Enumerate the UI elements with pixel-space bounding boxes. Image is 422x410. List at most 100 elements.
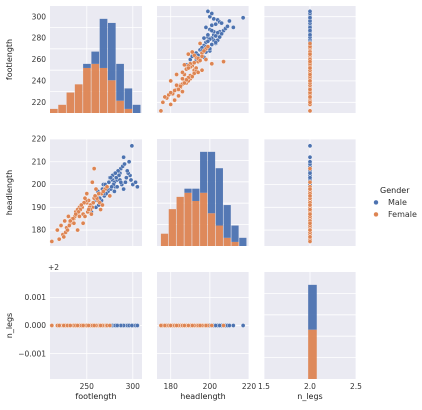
scatter-point-female <box>307 227 313 233</box>
scatter-point-female <box>174 82 179 88</box>
hist-bar-footlength-female <box>50 108 58 113</box>
scatter-point-female <box>307 220 313 226</box>
scatter-point-female <box>104 184 110 190</box>
x-tick-label-footlength: 300 <box>126 382 141 391</box>
hist-bar-headlength-male <box>223 205 231 238</box>
scatter-point-female <box>209 61 215 67</box>
scatter-point-female <box>307 186 313 192</box>
y-axis-label-headlength: headlength <box>5 170 14 215</box>
scatter-point-male <box>106 179 112 185</box>
scatter-point-male <box>225 24 230 29</box>
hist-bar-headlength-male <box>207 151 216 214</box>
scatter-point-male <box>205 39 211 44</box>
x-axis-label-footlength: footlength <box>75 392 116 401</box>
scatter-point-female <box>93 186 99 192</box>
scatter-point-female <box>182 80 187 86</box>
scatter-point-male <box>227 18 232 24</box>
scatter-point-female <box>55 227 60 233</box>
scatter-point-female <box>176 93 181 99</box>
scatter-point-male <box>307 28 313 33</box>
x-tick-label-footlength: 250 <box>80 382 95 391</box>
x-tick-label-headlength: 180 <box>164 382 179 391</box>
scatter-point-female <box>168 323 174 328</box>
scatter-point-female <box>180 70 185 75</box>
hist-bar-headlength-male <box>200 151 208 193</box>
scatter-point-female <box>197 41 203 46</box>
hist-bar-headlength-female <box>168 209 176 246</box>
y-tick-label-n_legs: 0.000 <box>25 321 47 330</box>
scatter-point-female <box>307 239 313 244</box>
scatter-point-male <box>124 175 129 181</box>
hist-bar-headlength-female <box>184 192 192 246</box>
hist-bar-footlength-male <box>83 63 91 68</box>
y-tick-label-headlength: 190 <box>32 203 47 212</box>
scatter-point-female <box>203 57 209 62</box>
scatter-point-female <box>80 220 86 226</box>
scatter-point-female <box>91 323 97 328</box>
scatter-point-female <box>174 323 179 328</box>
hist-bar-headlength-male <box>231 225 239 242</box>
scatter-point-female <box>180 76 185 82</box>
hist-bar-footlength-female <box>91 63 100 113</box>
scatter-point-female <box>182 62 187 68</box>
scatter-point-male <box>307 32 313 38</box>
scatter-point-female <box>86 207 91 212</box>
scatter-point-female <box>158 323 164 328</box>
scatter-point-male <box>209 22 215 28</box>
scatter-point-male <box>121 154 126 160</box>
scatter-point-male <box>307 170 313 176</box>
scatter-point-male <box>227 323 232 328</box>
scatter-point-female <box>96 191 102 196</box>
scatter-point-female <box>186 65 191 71</box>
scatter-point-male <box>209 42 215 47</box>
scatter-point-male <box>124 168 130 174</box>
scatter-point-female <box>101 189 106 194</box>
scatter-point-male <box>307 15 313 21</box>
x-axis-label-headlength: headlength <box>180 392 225 401</box>
hist-bar-footlength-female <box>116 100 124 113</box>
y-tick-label-headlength: 200 <box>32 180 47 189</box>
scatter-point-female <box>82 214 88 219</box>
scatter-point-male <box>126 159 132 165</box>
scatter-point-female <box>307 94 313 100</box>
scatter-point-female <box>78 202 84 208</box>
scatter-point-female <box>91 166 97 171</box>
scatter-point-female <box>199 53 205 59</box>
scatter-point-female <box>307 179 313 185</box>
scatter-point-male <box>114 323 120 328</box>
scatter-point-female <box>307 72 313 77</box>
scatter-point-female <box>162 94 168 100</box>
legend-label-male: Male <box>388 198 407 207</box>
x-tick-label-n_legs: 2.0 <box>304 382 316 391</box>
hist-bar-footlength-female <box>58 104 66 113</box>
scatter-point-female <box>160 100 166 105</box>
scatter-point-female <box>174 72 179 77</box>
scatter-point-female <box>61 234 67 240</box>
y-tick-label-footlength: 280 <box>32 34 47 43</box>
hist-bar-footlength-male <box>132 104 141 113</box>
scatter-point-male <box>307 154 313 160</box>
scatter-point-male <box>129 143 135 149</box>
scatter-point-male <box>113 175 119 181</box>
scatter-point-male <box>118 179 124 185</box>
scatter-point-female <box>84 191 90 196</box>
scatter-point-female <box>58 223 64 228</box>
x-tick-label-headlength: 220 <box>242 382 257 391</box>
scatter-point-female <box>82 195 88 201</box>
scatter-point-male <box>121 186 126 192</box>
hist-bar-footlength-female <box>74 84 83 113</box>
hist-bar-headlength-female <box>200 192 208 246</box>
scatter-point-male <box>240 323 246 328</box>
hist-bar-footlength-female <box>99 67 108 113</box>
y-tick-label-headlength: 210 <box>32 157 47 166</box>
scatter-point-female <box>307 41 313 46</box>
scatter-point-female <box>67 323 73 328</box>
scatter-point-female <box>205 44 211 49</box>
hist-bar-headlength-female <box>192 200 200 246</box>
hist-bar-footlength-female <box>124 108 133 113</box>
scatter-point-male <box>109 184 114 190</box>
scatter-point-male <box>203 25 209 30</box>
scatter-point-male <box>213 323 219 328</box>
scatter-point-female <box>307 207 313 212</box>
scatter-point-female <box>56 323 62 328</box>
